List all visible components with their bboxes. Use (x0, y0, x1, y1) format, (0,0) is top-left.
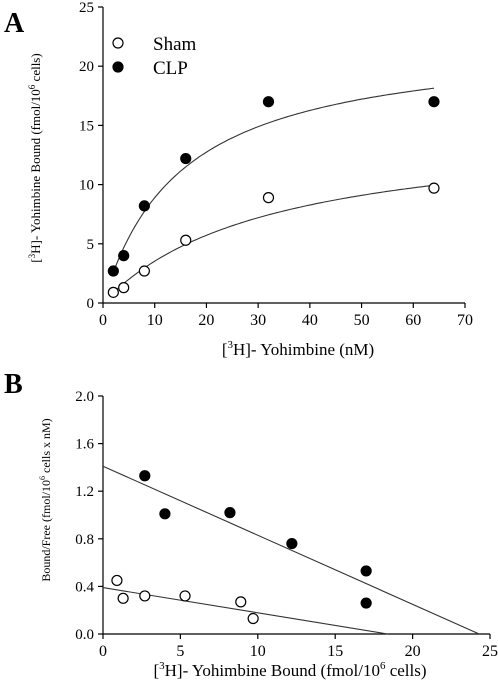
legend-clp-marker (112, 61, 124, 73)
sham-data-point (138, 265, 150, 277)
x-tick-label: 10 (147, 312, 163, 329)
y-tick-label: 0.0 (75, 627, 94, 643)
panel-a-xlabel: [3H]- Yohimbine (nM) (222, 339, 374, 359)
clp-fit-curve (112, 87, 435, 273)
panel-b-label: B (4, 369, 23, 400)
panel-b-points (111, 470, 372, 625)
legend-sham-marker (112, 37, 124, 49)
clp-data-point (360, 597, 372, 609)
y-tick-label: 1.6 (75, 437, 94, 453)
x-tick-label: 70 (457, 312, 473, 329)
x-tick-label: 0 (99, 312, 107, 329)
x-tick-label: 10 (250, 643, 266, 660)
x-tick-label: 60 (405, 312, 421, 329)
sham-data-point (117, 592, 129, 604)
clp-data-point (118, 250, 130, 262)
y-tick-label: 0.8 (75, 532, 94, 548)
sham-regression-line (102, 587, 388, 635)
panel-b-axes: 0 5 10 15 20 25 0.0 0.4 0.8 1.2 1.6 2.0 (75, 389, 498, 660)
panel-b-fit-lines (102, 465, 480, 635)
y-tick-label: 15 (79, 118, 94, 134)
panel-b-xlabel: [3H]- Yohimbine Bound (fmol/106 cells) (153, 660, 426, 680)
clp-data-point (262, 96, 275, 108)
sham-data-point (118, 282, 130, 294)
y-tick-label: 5 (87, 237, 95, 253)
y-tick-label: 2.0 (75, 389, 94, 405)
y-tick-label: 20 (79, 59, 94, 75)
y-tick-label: 0 (87, 296, 95, 312)
x-tick-label: 5 (176, 643, 184, 660)
panel-b-ylabel: Bound/Free (fmol/106 cells x nM) (38, 418, 53, 581)
y-tick-label: 1.2 (75, 484, 94, 500)
sham-data-point (139, 590, 151, 602)
panel-a-fit-curves (112, 87, 435, 294)
legend-sham-label: Sham (153, 34, 197, 55)
clp-data-point (139, 470, 151, 482)
sham-data-point (107, 286, 119, 298)
x-tick-label: 0 (99, 643, 107, 660)
panel-a-ylabel: [3H]- Yohimbine Bound (fmol/106 cells) (27, 53, 43, 262)
panel-a-points (107, 96, 440, 298)
sham-data-point (180, 234, 192, 246)
x-tick-label: 50 (354, 312, 370, 329)
x-tick-label: 30 (250, 312, 266, 329)
clp-regression-line (102, 465, 480, 635)
clp-data-point (159, 508, 171, 520)
x-tick-label: 15 (327, 643, 343, 660)
sham-data-point (179, 590, 191, 602)
clp-data-point (286, 537, 298, 550)
panel-a-legend: Sham CLP (112, 34, 197, 79)
sham-data-point (235, 596, 247, 608)
panel-a-axes: 0 10 20 30 40 50 60 70 0 5 10 15 20 25 (79, 0, 473, 329)
clp-data-point (428, 96, 440, 108)
clp-data-point (224, 507, 236, 519)
sham-fit-curve (112, 184, 435, 294)
panel-a-label: A (4, 8, 25, 39)
clp-data-point (180, 152, 192, 165)
sham-data-point (428, 182, 440, 194)
clp-data-point (360, 565, 372, 577)
sham-data-point (262, 192, 275, 204)
x-tick-label: 20 (405, 643, 421, 660)
sham-data-point (111, 574, 123, 587)
x-tick-label: 25 (482, 643, 498, 660)
legend-clp-label: CLP (153, 58, 188, 79)
x-tick-label: 40 (302, 312, 318, 329)
y-tick-label: 25 (79, 0, 94, 16)
y-tick-label: 10 (79, 178, 94, 194)
x-tick-label: 20 (198, 312, 214, 329)
y-tick-label: 0.4 (75, 579, 94, 595)
sham-data-point (247, 612, 259, 625)
clp-data-point (138, 200, 150, 212)
clp-data-point (107, 265, 119, 277)
